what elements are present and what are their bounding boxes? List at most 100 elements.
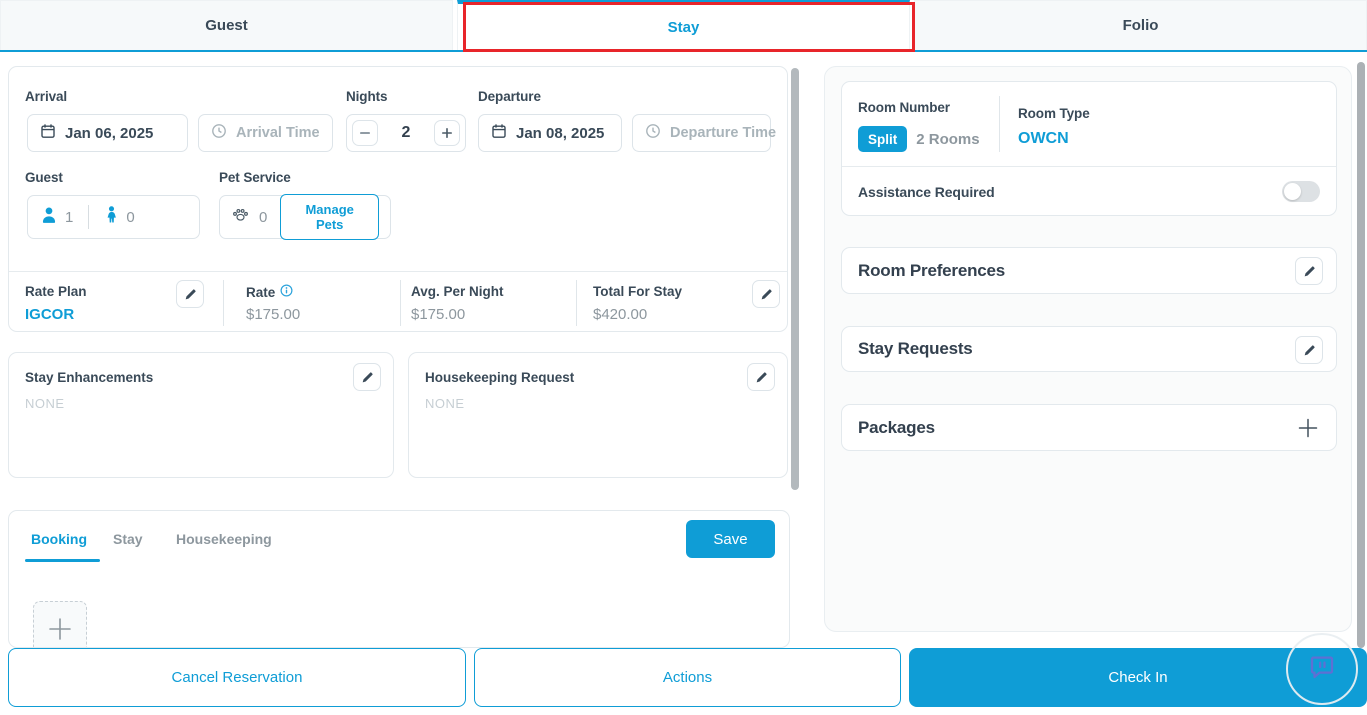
rooms-count: 2 Rooms <box>916 130 980 148</box>
room-type-label: Room Type <box>1018 106 1090 121</box>
rate-value: $175.00 <box>246 306 301 323</box>
pet-service-label: Pet Service <box>219 170 291 185</box>
edit-rate-plan-button[interactable] <box>176 280 204 308</box>
total-for-stay-label: Total For Stay <box>593 284 683 299</box>
split-badge[interactable]: Split <box>858 126 908 152</box>
rate-plan-label: Rate Plan <box>25 284 87 299</box>
departure-label: Departure <box>478 89 541 104</box>
stay-enhancements-title: Stay Enhancements <box>25 370 154 385</box>
clock-icon <box>645 123 661 144</box>
child-icon <box>104 206 119 228</box>
add-package-button[interactable] <box>1297 417 1319 444</box>
nights-decrease-button[interactable] <box>352 120 378 146</box>
main-tabbar: Guest Stay Folio <box>0 0 1367 52</box>
rate-plan-value[interactable]: IGCOR <box>25 306 75 323</box>
edit-housekeeping-request-button[interactable] <box>747 363 775 391</box>
nights-value: 2 <box>401 124 411 141</box>
tab-guest-label: Guest <box>205 17 248 34</box>
tab-folio-label: Folio <box>1122 17 1159 34</box>
stay-details-card: Arrival Jan 06, 2025 Arrival Time Nights… <box>8 66 788 332</box>
arrival-time-placeholder: Arrival Time <box>236 125 320 141</box>
tab-stay-label: Stay <box>667 18 700 36</box>
guest-count-field[interactable]: 1 0 <box>27 195 200 239</box>
save-button[interactable]: Save <box>686 520 775 558</box>
edit-total-button[interactable] <box>752 280 780 308</box>
tab-folio[interactable]: Folio <box>914 0 1367 50</box>
room-card-hdivider <box>842 166 1336 167</box>
stay-requests-title: Stay Requests <box>858 339 973 358</box>
cancel-reservation-button[interactable]: Cancel Reservation <box>8 648 466 707</box>
paw-icon <box>231 206 250 228</box>
toggle-knob <box>1284 183 1301 200</box>
calendar-icon <box>40 123 56 144</box>
room-preferences-title: Room Preferences <box>858 260 1006 280</box>
arrival-date-field[interactable]: Jan 06, 2025 <box>27 114 188 152</box>
edit-stay-requests-button[interactable] <box>1295 336 1323 364</box>
rate-divider <box>223 280 224 326</box>
departure-time-placeholder: Departure Time <box>670 125 777 141</box>
adults-count: 1 <box>65 208 74 226</box>
guest-divider <box>88 205 90 229</box>
rate-label-text: Rate <box>246 284 276 300</box>
rate-divider <box>576 280 577 326</box>
actions-button[interactable]: Actions <box>474 648 901 707</box>
pets-count: 0 <box>259 208 268 226</box>
room-info-panel: Room Number Split 2 Rooms Room Type OWCN… <box>824 66 1352 632</box>
nights-label: Nights <box>346 89 388 104</box>
chat-bubble-icon <box>1307 652 1337 687</box>
rate-summary-strip: Rate Plan IGCOR Rate $175.00 Avg. Per Ni… <box>9 271 787 331</box>
arrival-label: Arrival <box>25 89 68 104</box>
manage-pets-button[interactable]: Manage Pets <box>280 194 379 240</box>
total-for-stay-value: $420.00 <box>593 306 648 323</box>
tab-guest[interactable]: Guest <box>0 0 453 50</box>
room-card-divider <box>999 96 1000 152</box>
housekeeping-request-value: NONE <box>425 396 465 411</box>
room-preferences-card: Room Preferences <box>841 247 1337 294</box>
add-booking-tile[interactable] <box>33 601 87 647</box>
avg-per-night-label: Avg. Per Night <box>411 284 504 299</box>
departure-time-field[interactable]: Departure Time <box>632 114 776 152</box>
booking-panel-card: Booking Stay Housekeeping Save <box>8 510 790 648</box>
assistance-required-toggle[interactable] <box>1282 181 1320 202</box>
pet-service-field: 0 Manage Pets <box>219 194 391 240</box>
left-panel-scrollbar[interactable] <box>791 68 799 490</box>
rate-divider <box>400 280 401 326</box>
info-icon[interactable] <box>280 284 293 300</box>
stay-requests-card: Stay Requests <box>841 326 1337 372</box>
departure-date-value: Jan 08, 2025 <box>516 124 605 142</box>
edit-stay-enhancements-button[interactable] <box>353 363 381 391</box>
housekeeping-request-title: Housekeeping Request <box>425 370 575 385</box>
main-scrollbar[interactable] <box>1357 62 1365 648</box>
stay-enhancements-value: NONE <box>25 396 65 411</box>
room-number-row: Split 2 Rooms <box>858 126 980 152</box>
packages-card: Packages <box>841 404 1337 451</box>
housekeeping-request-card: Housekeeping Request NONE <box>408 352 788 478</box>
departure-date-field[interactable]: Jan 08, 2025 <box>478 114 622 152</box>
nights-increase-button[interactable] <box>434 120 460 146</box>
plus-icon <box>47 616 73 647</box>
room-type-value[interactable]: OWCN <box>1018 130 1069 147</box>
clock-icon <box>211 123 227 144</box>
edit-room-preferences-button[interactable] <box>1295 257 1323 285</box>
active-subtab-underline <box>25 559 100 562</box>
arrival-time-field[interactable]: Arrival Time <box>198 114 333 152</box>
tab-stay[interactable]: Stay <box>457 0 910 50</box>
housekeeping-subtab[interactable]: Housekeeping <box>176 531 272 547</box>
arrival-date-value: Jan 06, 2025 <box>65 124 154 142</box>
booking-subtab[interactable]: Booking <box>31 531 87 547</box>
avg-per-night-value: $175.00 <box>411 306 466 323</box>
chat-widget-button[interactable] <box>1286 633 1358 705</box>
calendar-icon <box>491 123 507 144</box>
assistance-required-label: Assistance Required <box>858 184 995 200</box>
adult-icon <box>40 206 58 229</box>
nights-stepper: 2 <box>346 114 466 152</box>
room-number-label: Room Number <box>858 100 950 115</box>
guest-label: Guest <box>25 170 63 185</box>
rate-label: Rate <box>246 284 293 300</box>
packages-title: Packages <box>858 417 935 437</box>
children-count: 0 <box>126 208 135 226</box>
stay-subtab[interactable]: Stay <box>113 531 143 547</box>
stay-enhancements-card: Stay Enhancements NONE <box>8 352 394 478</box>
room-summary-card: Room Number Split 2 Rooms Room Type OWCN… <box>841 81 1337 216</box>
